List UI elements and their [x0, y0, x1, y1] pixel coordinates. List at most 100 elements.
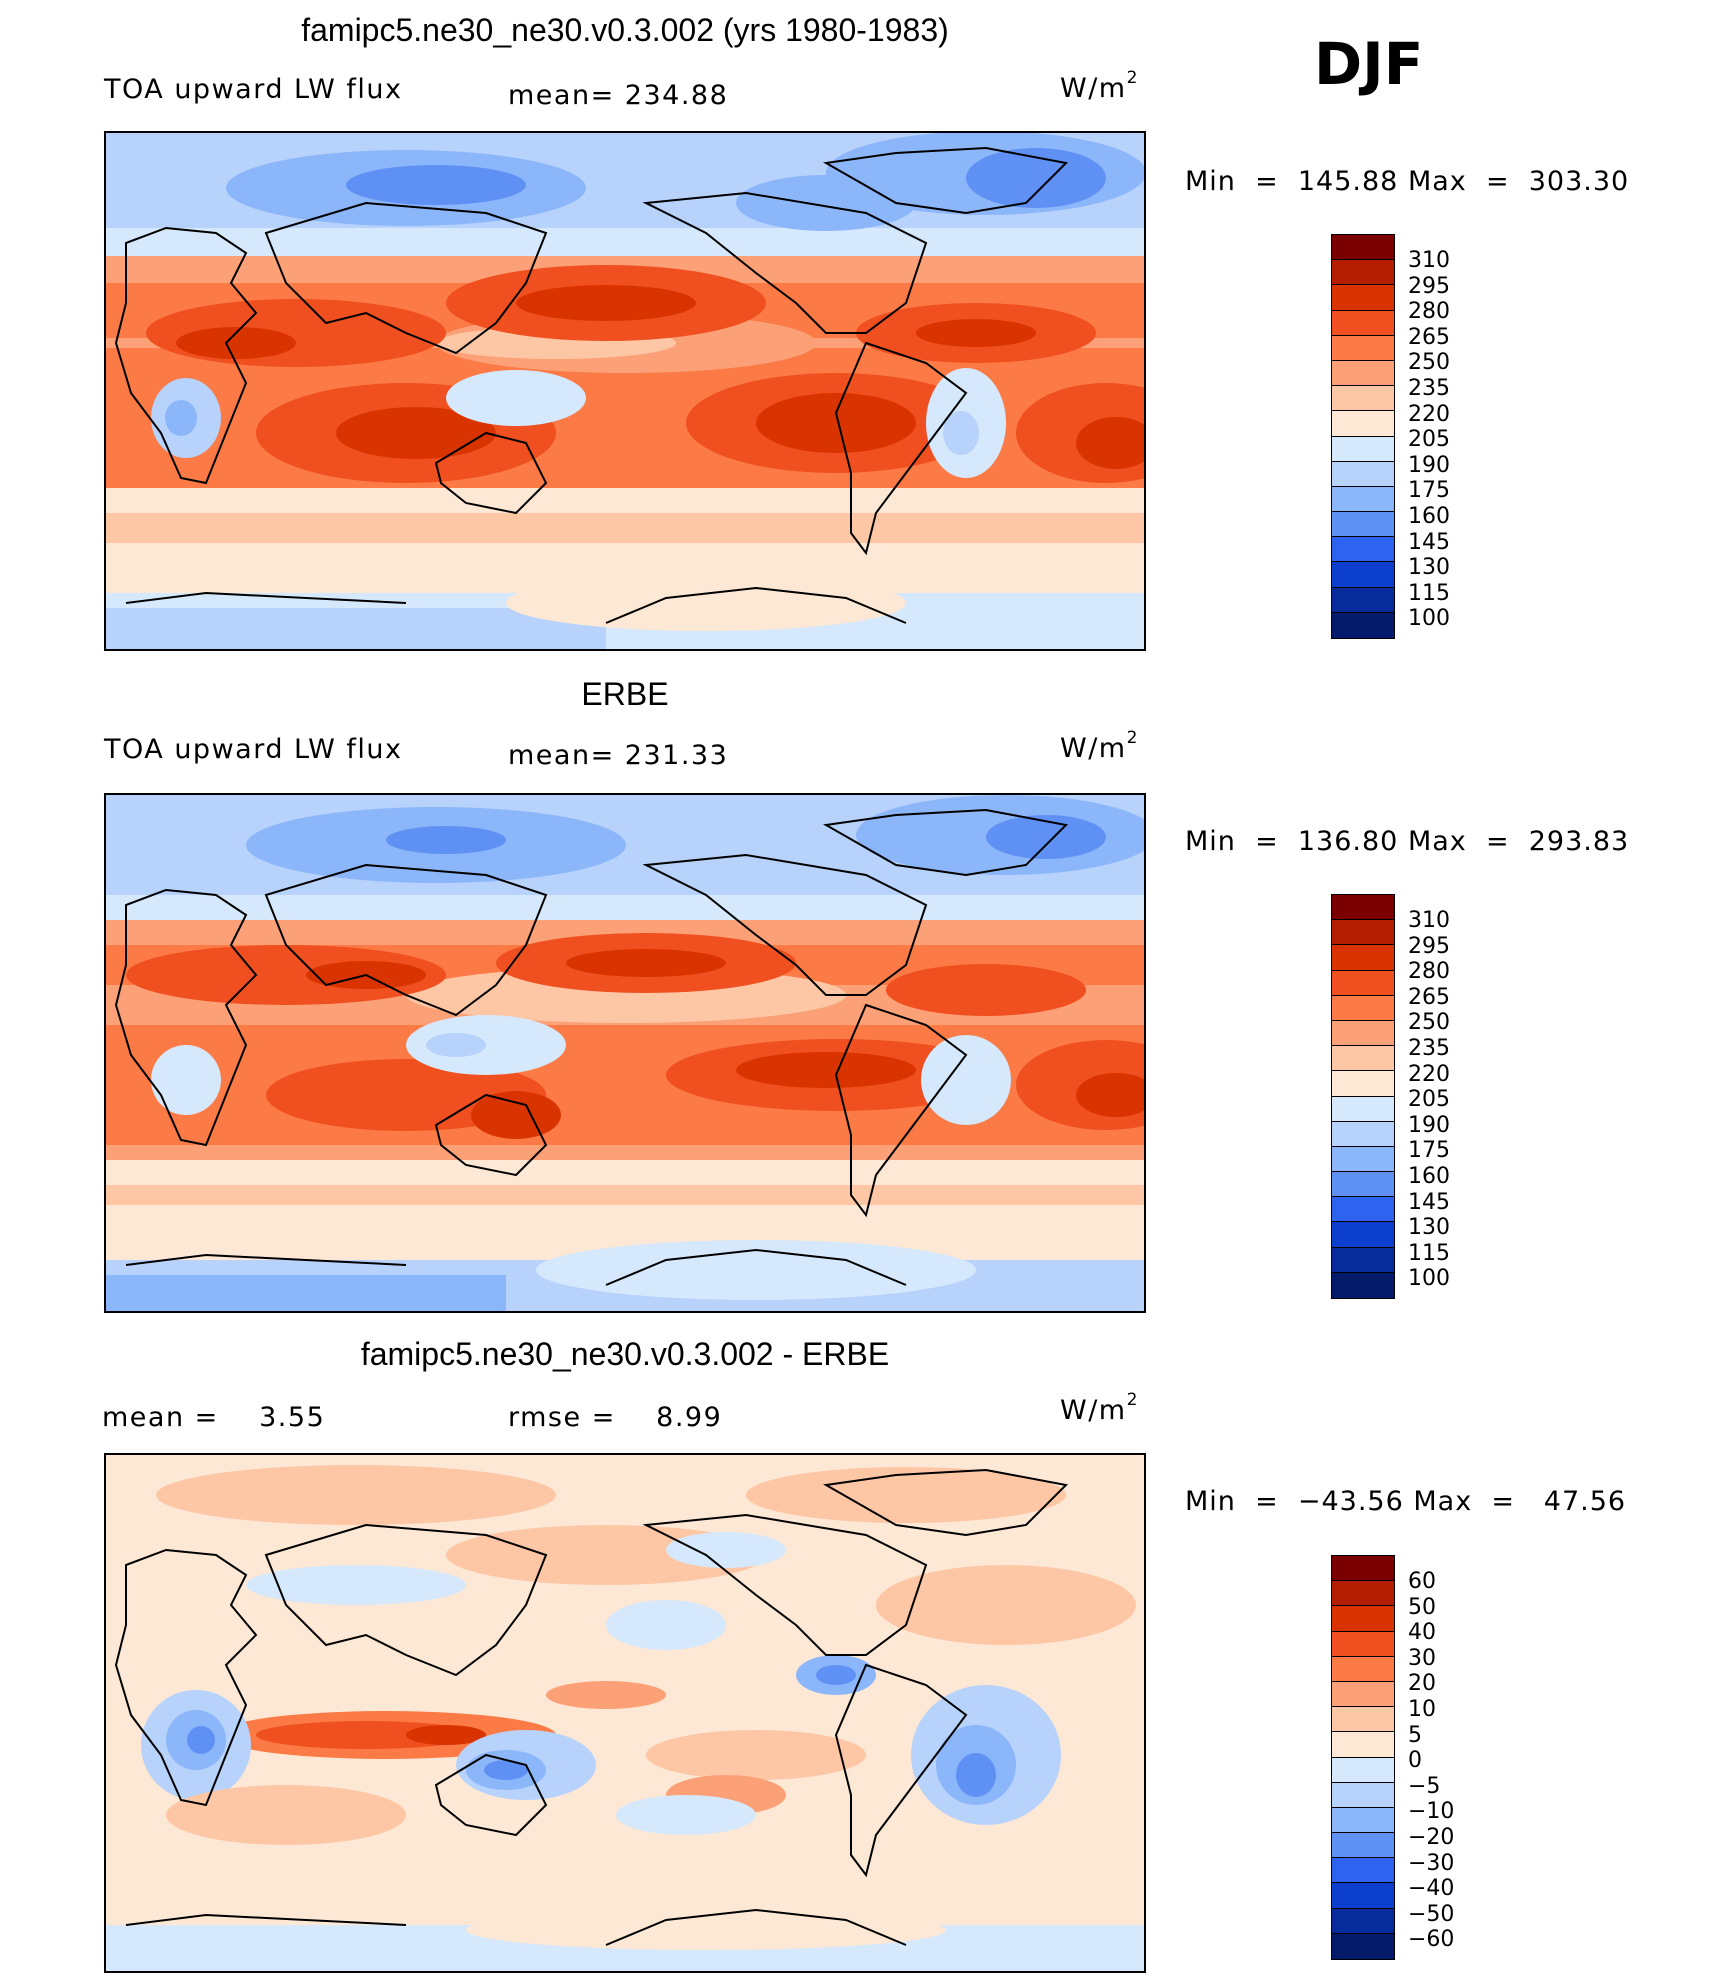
panel-diff-colorbar — [1331, 1555, 1395, 1960]
colorbar-swatch — [1332, 285, 1394, 311]
colorbar-swatch — [1332, 1933, 1394, 1959]
colorbar-tick: 145 — [1408, 529, 1450, 555]
colorbar-tick: −30 — [1408, 1850, 1455, 1876]
colorbar-tick: 145 — [1408, 1189, 1450, 1215]
panel-obs-mean-value: 231.33 — [624, 740, 729, 771]
colorbar-tick: 190 — [1408, 1112, 1450, 1138]
panel-diff-min-value: −43.56 — [1297, 1486, 1404, 1517]
colorbar-swatch — [1332, 612, 1394, 638]
colorbar-tick: 160 — [1408, 504, 1450, 529]
colorbar-tick: 265 — [1408, 984, 1450, 1010]
colorbar-tick: 310 — [1408, 248, 1450, 273]
colorbar-tick: 0 — [1408, 1748, 1422, 1774]
colorbar-swatch — [1332, 995, 1394, 1021]
colorbar-swatch — [1332, 1272, 1394, 1298]
colorbar-tick: 250 — [1408, 350, 1450, 376]
colorbar-tick: 115 — [1408, 1240, 1450, 1266]
colorbar-swatch — [1332, 1556, 1394, 1582]
panel-diff-title: famipc5.ne30_ne30.v0.3.002 - ERBE — [360, 1336, 890, 1372]
colorbar-tick: 100 — [1408, 606, 1450, 632]
panel-obs-minmax: Min = 136.80 Max = 293.83 — [1185, 826, 1630, 857]
panel-model-units: W/m2 — [1060, 68, 1139, 104]
colorbar-tick: 175 — [1408, 478, 1450, 504]
colorbar-swatch — [1332, 512, 1394, 538]
panel-model-min-value: 145.88 — [1297, 166, 1399, 197]
colorbar-swatch — [1332, 260, 1394, 286]
colorbar-tick: 20 — [1408, 1671, 1436, 1697]
colorbar-tick: −5 — [1408, 1773, 1441, 1799]
colorbar-swatch — [1332, 1121, 1394, 1147]
colorbar-swatch — [1332, 235, 1394, 261]
colorbar-tick: 40 — [1408, 1620, 1436, 1646]
colorbar-tick: −40 — [1408, 1876, 1455, 1902]
colorbar-tick: −60 — [1408, 1927, 1455, 1953]
colorbar-swatch — [1332, 1707, 1394, 1733]
colorbar-swatch — [1332, 411, 1394, 437]
colorbar-swatch — [1332, 1606, 1394, 1632]
panel-obs-mean: mean= 231.33 — [508, 740, 729, 771]
colorbar-swatch — [1332, 1071, 1394, 1097]
colorbar-tick: 60 — [1408, 1569, 1436, 1594]
colorbar-tick: 30 — [1408, 1645, 1436, 1671]
colorbar-swatch — [1332, 1807, 1394, 1834]
panel-obs-max-value: 293.83 — [1528, 826, 1630, 857]
colorbar-swatch — [1332, 360, 1394, 387]
colorbar-tick: 280 — [1408, 959, 1450, 985]
colorbar-swatch — [1332, 461, 1394, 487]
panel-obs-variable-label: TOA upward LW flux — [104, 734, 403, 765]
panel-obs-title: ERBE — [581, 676, 669, 712]
panel-obs-min-value: 136.80 — [1297, 826, 1399, 857]
colorbar-tick: 295 — [1408, 273, 1450, 299]
colorbar-swatch — [1332, 1833, 1394, 1859]
colorbar-tick: 295 — [1408, 933, 1450, 959]
panel-model-variable-label: TOA upward LW flux — [104, 74, 403, 105]
colorbar-swatch — [1332, 945, 1394, 971]
colorbar-tick: 130 — [1408, 1215, 1450, 1241]
colorbar-swatch — [1332, 1020, 1394, 1047]
colorbar-tick: 235 — [1408, 376, 1450, 401]
colorbar-swatch — [1332, 1222, 1394, 1248]
panel-obs-units: W/m2 — [1060, 728, 1139, 764]
colorbar-tick: 5 — [1408, 1722, 1422, 1748]
colorbar-tick: 235 — [1408, 1036, 1450, 1061]
colorbar-tick: 100 — [1408, 1266, 1450, 1292]
colorbar-swatch — [1332, 310, 1394, 336]
season-label: DJF — [1314, 30, 1424, 98]
colorbar-swatch — [1332, 1757, 1394, 1783]
colorbar-swatch — [1332, 1732, 1394, 1758]
colorbar-tick: 265 — [1408, 324, 1450, 350]
panel-diff-minmax: Min = −43.56 Max = 47.56 — [1185, 1486, 1627, 1517]
panel-diff-max-value: 47.56 — [1543, 1486, 1627, 1517]
panel-model-max-value: 303.30 — [1528, 166, 1630, 197]
colorbar-tick: −20 — [1408, 1825, 1455, 1850]
colorbar-swatch — [1332, 1197, 1394, 1223]
colorbar-swatch — [1332, 1908, 1394, 1934]
panel-model-title: famipc5.ne30_ne30.v0.3.002 (yrs 1980-198… — [301, 12, 949, 48]
panel-obs-colorbar — [1331, 894, 1395, 1299]
colorbar-swatch — [1332, 1146, 1394, 1173]
colorbar-swatch — [1332, 562, 1394, 588]
colorbar-swatch — [1332, 1681, 1394, 1708]
panel-model-map — [104, 131, 1146, 651]
colorbar-tick: 175 — [1408, 1138, 1450, 1164]
panel-diff-rmse: rmse = 8.99 — [508, 1402, 723, 1433]
colorbar-tick: −50 — [1408, 1901, 1455, 1927]
colorbar-swatch — [1332, 335, 1394, 361]
colorbar-swatch — [1332, 587, 1394, 613]
colorbar-swatch — [1332, 436, 1394, 462]
colorbar-tick: 220 — [1408, 401, 1450, 427]
panel-model-colorbar — [1331, 234, 1395, 639]
colorbar-tick: 205 — [1408, 1087, 1450, 1113]
colorbar-tick: 280 — [1408, 299, 1450, 325]
colorbar-swatch — [1332, 1247, 1394, 1273]
panel-diff-map — [104, 1453, 1146, 1973]
panel-diff-mean-value: 3.55 — [259, 1402, 326, 1433]
colorbar-tick: −10 — [1408, 1799, 1455, 1825]
colorbar-swatch — [1332, 920, 1394, 946]
colorbar-swatch — [1332, 970, 1394, 996]
colorbar-swatch — [1332, 537, 1394, 563]
panel-model-mean: mean= 234.88 — [508, 80, 729, 111]
colorbar-swatch — [1332, 1883, 1394, 1909]
colorbar-tick: 160 — [1408, 1164, 1450, 1189]
panel-obs-map — [104, 793, 1146, 1313]
